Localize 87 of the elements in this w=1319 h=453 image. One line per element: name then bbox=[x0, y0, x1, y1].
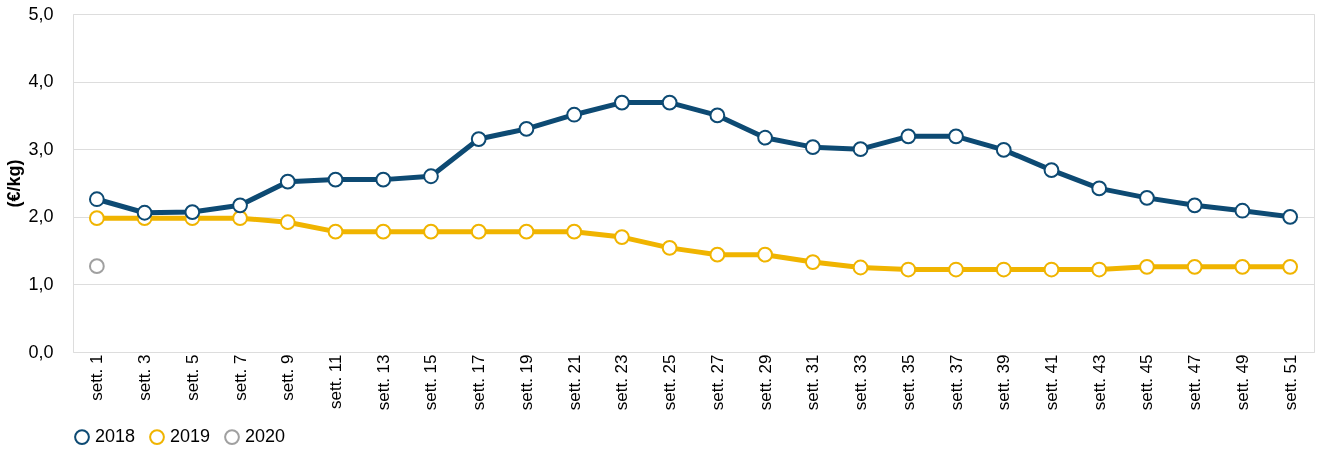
x-tick-label: sett. 5 bbox=[182, 354, 202, 401]
point bbox=[327, 171, 344, 188]
x-tick-label: sett. 21 bbox=[564, 354, 584, 411]
point bbox=[1091, 180, 1108, 197]
x-tick-label: sett. 13 bbox=[373, 354, 393, 411]
point bbox=[900, 128, 917, 145]
x-tick-label: sett. 25 bbox=[660, 354, 680, 411]
point bbox=[232, 210, 248, 227]
x-tick-label: sett. 29 bbox=[755, 354, 775, 411]
x-tick-label: sett. 33 bbox=[851, 354, 871, 411]
x-tick-label: sett. 49 bbox=[1232, 354, 1252, 411]
y-tick-label: 1,0 bbox=[28, 273, 54, 294]
point bbox=[661, 240, 678, 256]
x-tick-label: sett. 7 bbox=[230, 354, 250, 401]
y-tick-label: 3,0 bbox=[28, 138, 54, 159]
x-tick-label: sett. 51 bbox=[1280, 354, 1300, 411]
point bbox=[852, 141, 869, 158]
y-tick-label: 5,0 bbox=[28, 3, 54, 24]
point bbox=[614, 94, 630, 111]
point bbox=[470, 131, 487, 147]
x-tick-label: sett. 37 bbox=[946, 354, 966, 411]
point bbox=[1282, 258, 1299, 275]
point bbox=[1043, 162, 1060, 179]
point bbox=[804, 254, 821, 270]
x-tick-label: sett. 15 bbox=[421, 354, 441, 411]
y-axis-title: (€/kg) bbox=[4, 159, 25, 208]
point bbox=[423, 223, 439, 240]
point bbox=[709, 246, 726, 263]
x-tick-label: sett. 45 bbox=[1137, 354, 1157, 411]
point bbox=[900, 261, 917, 278]
point bbox=[995, 261, 1012, 278]
x-tick-label: sett. 47 bbox=[1185, 354, 1205, 411]
point bbox=[1139, 258, 1155, 275]
x-tick-label: sett. 3 bbox=[135, 354, 155, 401]
x-tick-label: sett. 23 bbox=[612, 354, 632, 411]
point bbox=[232, 197, 248, 214]
y-tick-label: 0,0 bbox=[28, 341, 54, 362]
point bbox=[1282, 208, 1299, 225]
point bbox=[1043, 261, 1060, 278]
point bbox=[423, 168, 439, 185]
point bbox=[184, 204, 201, 220]
x-tick-label: sett. 39 bbox=[994, 354, 1014, 411]
point bbox=[852, 259, 869, 276]
point bbox=[757, 129, 773, 146]
legend-label: 2018 bbox=[95, 426, 136, 447]
point bbox=[566, 223, 583, 240]
y-tick-label: 4,0 bbox=[28, 71, 54, 92]
y-tick-label: 2,0 bbox=[28, 206, 54, 227]
point bbox=[1186, 258, 1203, 275]
point bbox=[995, 142, 1012, 158]
point bbox=[1234, 202, 1251, 219]
x-tick-label: sett. 31 bbox=[803, 354, 823, 411]
point bbox=[518, 223, 535, 240]
point bbox=[375, 171, 392, 188]
point bbox=[88, 258, 105, 275]
point bbox=[327, 223, 344, 240]
point bbox=[804, 139, 821, 156]
x-tick-label: sett. 35 bbox=[898, 354, 918, 411]
point bbox=[375, 223, 392, 240]
point bbox=[1139, 189, 1155, 206]
point bbox=[661, 94, 678, 111]
x-tick-label: sett. 9 bbox=[278, 354, 298, 401]
x-tick-label: sett. 19 bbox=[516, 354, 536, 411]
point bbox=[88, 210, 105, 227]
point bbox=[470, 223, 487, 240]
x-tick-label: sett. 1 bbox=[87, 354, 107, 401]
point bbox=[279, 173, 296, 190]
point bbox=[614, 229, 630, 245]
point bbox=[136, 204, 153, 221]
point bbox=[757, 246, 773, 263]
point bbox=[948, 128, 964, 145]
point bbox=[1091, 261, 1108, 278]
x-tick-label: sett. 17 bbox=[469, 354, 489, 411]
x-tick-label: sett. 11 bbox=[326, 354, 346, 409]
point bbox=[1186, 197, 1203, 214]
legend-label: 2020 bbox=[245, 426, 286, 447]
point bbox=[279, 214, 296, 231]
point bbox=[1234, 258, 1251, 275]
point bbox=[518, 121, 535, 137]
x-tick-label: sett. 27 bbox=[707, 354, 727, 411]
point bbox=[88, 191, 105, 208]
legend-label: 2019 bbox=[170, 426, 211, 447]
point bbox=[709, 107, 726, 124]
x-tick-label: sett. 41 bbox=[1041, 354, 1061, 411]
point bbox=[566, 106, 583, 123]
x-tick-label: sett. 43 bbox=[1089, 354, 1109, 411]
point bbox=[948, 261, 964, 278]
